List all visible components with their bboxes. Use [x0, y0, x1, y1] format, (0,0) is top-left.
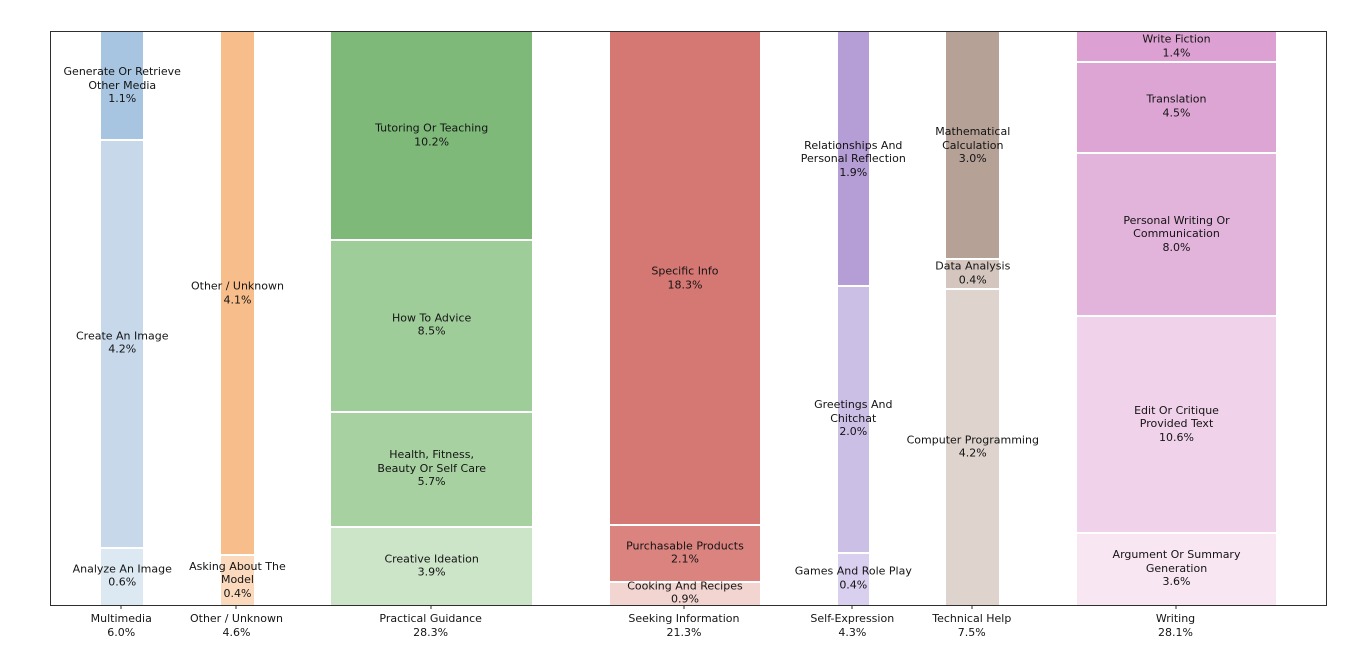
axis-label-multimedia: Multimedia 6.0%	[90, 612, 152, 639]
segment-create-an-image	[101, 138, 144, 547]
axis-tick-multimedia	[120, 605, 122, 609]
segment-other-unknown	[221, 32, 254, 555]
segment-mathematical-calculation	[946, 32, 1000, 259]
axis-tick-writing	[1175, 605, 1177, 609]
column-practical-guidance	[331, 32, 532, 605]
axis-label-other-unknown: Other / Unknown 4.6%	[189, 612, 283, 639]
segment-purchasable-products	[609, 524, 761, 581]
segment-data-analysis	[946, 258, 1000, 289]
segment-computer-programming	[946, 288, 1000, 605]
axis-label-self-expression: Self-Expression 4.3%	[810, 612, 895, 639]
column-self-expression	[838, 32, 869, 605]
axis-tick-technical-help	[971, 605, 973, 609]
axis-label-technical-help: Technical Help 7.5%	[932, 612, 1012, 639]
segment-write-fiction	[1077, 32, 1276, 61]
segment-generate-or-retrieve-other-media	[101, 32, 144, 139]
segment-specific-info	[609, 32, 761, 525]
segment-personal-writing-or-communication	[1077, 152, 1276, 316]
segment-cooking-and-recipes	[609, 580, 761, 605]
axis-tick-seeking-information	[683, 605, 685, 609]
column-seeking-information	[609, 32, 761, 605]
axis-tick-other-unknown	[235, 605, 237, 609]
column-multimedia	[101, 32, 144, 605]
segment-relationships-and-personal-reflection	[838, 32, 869, 286]
segment-greetings-and-chitchat	[838, 285, 869, 552]
axis-label-seeking-information: Seeking Information 21.3%	[628, 612, 740, 639]
segment-asking-about-the-model	[221, 554, 254, 605]
segment-games-and-role-play	[838, 551, 869, 605]
axis-tick-practical-guidance	[430, 605, 432, 609]
segment-health-fitness-beauty-or-self-care	[331, 410, 532, 527]
segment-edit-or-critique-provided-text	[1077, 315, 1276, 532]
segment-translation	[1077, 60, 1276, 153]
axis-tick-self-expression	[851, 605, 853, 609]
column-technical-help	[946, 32, 1000, 605]
axis-label-practical-guidance: Practical Guidance 28.3%	[379, 612, 482, 639]
segment-argument-or-summary-generation	[1077, 531, 1276, 605]
column-other-unknown	[221, 32, 254, 605]
column-writing	[1077, 32, 1276, 605]
axis-label-writing: Writing 28.1%	[1155, 612, 1196, 639]
plot-area: Generate Or Retrieve Other Media 1.1% Cre…	[50, 31, 1327, 606]
segment-analyze-an-image	[101, 546, 144, 605]
segment-how-to-advice	[331, 238, 532, 411]
segment-tutoring-or-teaching	[331, 32, 532, 239]
segment-creative-ideation	[331, 526, 532, 605]
